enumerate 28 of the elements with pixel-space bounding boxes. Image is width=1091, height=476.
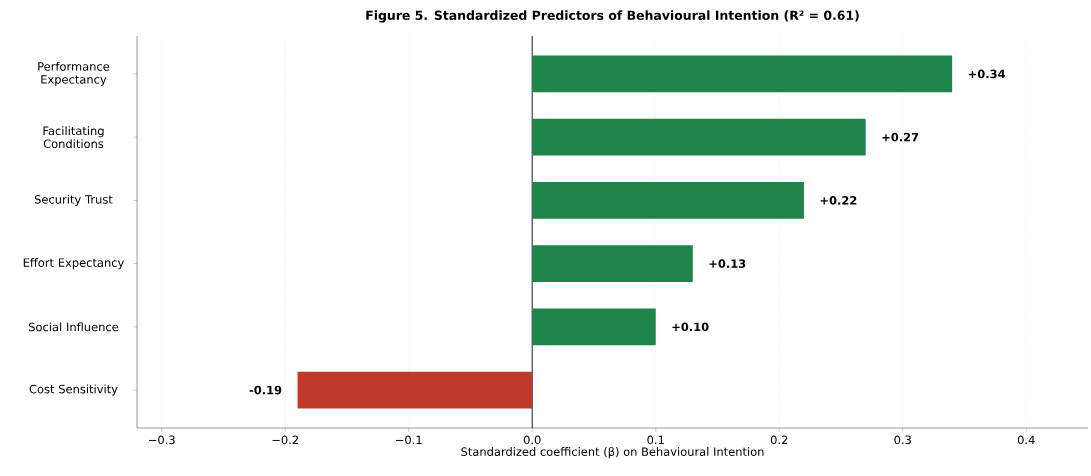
- x-tick-label: 0.3: [894, 435, 911, 445]
- y-tick-label: Social Influence: [28, 322, 119, 332]
- x-tick-label: −0.1: [396, 435, 422, 445]
- y-tick-label: Cost Sensitivity: [29, 384, 118, 396]
- data-label: -0.19: [249, 385, 282, 395]
- y-tick-label: Security Trust: [34, 194, 113, 206]
- chart-title: Figure 5. Standardized Predictors of Behavioural Intention (R² = 0.61): [366, 10, 859, 23]
- y-tick-label: Performance Expectancy: [38, 61, 110, 86]
- y-tick-label: Effort Expectancy: [23, 258, 124, 270]
- data-label: +0.10: [672, 322, 709, 332]
- bar: [532, 118, 866, 156]
- x-tick-label: −0.2: [272, 435, 298, 445]
- bar: [532, 55, 953, 93]
- x-tick-label: 0.2: [770, 435, 788, 445]
- x-tick-label: 0.4: [1017, 435, 1035, 445]
- bar: [532, 308, 656, 346]
- x-tick-label: 0.0: [523, 435, 541, 445]
- data-label: +0.34: [968, 69, 1006, 79]
- x-tick-label: −0.3: [149, 435, 175, 445]
- y-tick-label: Facilitating Conditions: [43, 126, 104, 149]
- bar: [532, 182, 804, 219]
- data-label: +0.13: [709, 259, 746, 268]
- data-label: +0.27: [882, 132, 919, 142]
- bar: [532, 245, 693, 282]
- x-axis-title: Standardized coefficient (β) on Behavioural Intention: [461, 447, 764, 459]
- bar: [297, 371, 533, 409]
- x-tick-label: 0.1: [647, 435, 664, 445]
- data-label: +0.22: [820, 196, 857, 205]
